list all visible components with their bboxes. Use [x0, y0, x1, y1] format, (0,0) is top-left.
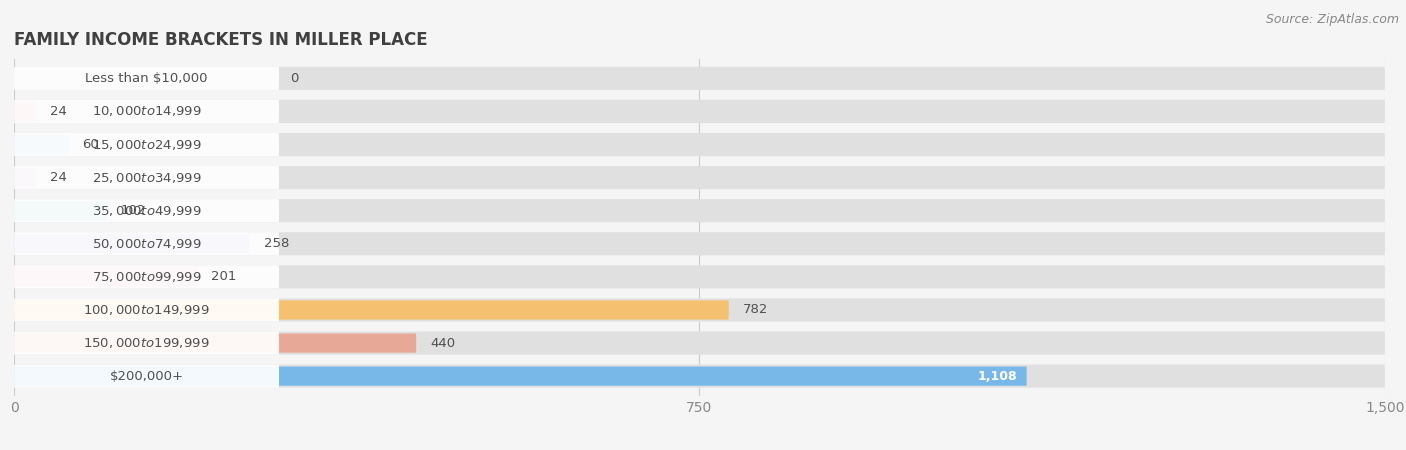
Text: 782: 782 — [742, 303, 768, 316]
FancyBboxPatch shape — [14, 166, 1385, 189]
Text: 60: 60 — [83, 138, 100, 151]
FancyBboxPatch shape — [14, 135, 69, 154]
FancyBboxPatch shape — [14, 332, 278, 355]
Text: $100,000 to $149,999: $100,000 to $149,999 — [83, 303, 209, 317]
FancyBboxPatch shape — [14, 267, 198, 287]
Text: $150,000 to $199,999: $150,000 to $199,999 — [83, 336, 209, 350]
FancyBboxPatch shape — [14, 266, 278, 288]
FancyBboxPatch shape — [14, 333, 416, 353]
Text: 258: 258 — [263, 237, 288, 250]
Text: 0: 0 — [290, 72, 298, 85]
Text: $35,000 to $49,999: $35,000 to $49,999 — [91, 204, 201, 218]
FancyBboxPatch shape — [14, 100, 278, 123]
Text: 102: 102 — [121, 204, 146, 217]
FancyBboxPatch shape — [14, 332, 1385, 355]
Text: $50,000 to $74,999: $50,000 to $74,999 — [91, 237, 201, 251]
FancyBboxPatch shape — [14, 168, 37, 187]
FancyBboxPatch shape — [14, 364, 278, 388]
Text: $200,000+: $200,000+ — [110, 369, 184, 382]
FancyBboxPatch shape — [14, 266, 1385, 288]
Text: 24: 24 — [49, 171, 66, 184]
FancyBboxPatch shape — [14, 298, 1385, 322]
Text: Source: ZipAtlas.com: Source: ZipAtlas.com — [1265, 14, 1399, 27]
FancyBboxPatch shape — [14, 133, 1385, 156]
FancyBboxPatch shape — [14, 100, 1385, 123]
FancyBboxPatch shape — [14, 232, 1385, 256]
FancyBboxPatch shape — [14, 133, 278, 156]
FancyBboxPatch shape — [14, 166, 278, 189]
Text: Less than $10,000: Less than $10,000 — [86, 72, 208, 85]
FancyBboxPatch shape — [14, 67, 278, 90]
FancyBboxPatch shape — [14, 199, 1385, 222]
Text: $25,000 to $34,999: $25,000 to $34,999 — [91, 171, 201, 184]
Text: FAMILY INCOME BRACKETS IN MILLER PLACE: FAMILY INCOME BRACKETS IN MILLER PLACE — [14, 31, 427, 49]
Text: 440: 440 — [430, 337, 456, 350]
Text: $75,000 to $99,999: $75,000 to $99,999 — [91, 270, 201, 284]
FancyBboxPatch shape — [14, 67, 1385, 90]
FancyBboxPatch shape — [14, 301, 728, 320]
FancyBboxPatch shape — [14, 201, 107, 220]
FancyBboxPatch shape — [14, 199, 278, 222]
FancyBboxPatch shape — [14, 364, 1385, 388]
FancyBboxPatch shape — [14, 234, 250, 253]
Text: 1,108: 1,108 — [979, 369, 1018, 382]
FancyBboxPatch shape — [14, 232, 278, 256]
Text: $10,000 to $14,999: $10,000 to $14,999 — [91, 104, 201, 118]
Text: 201: 201 — [211, 270, 236, 284]
FancyBboxPatch shape — [14, 367, 1026, 386]
Text: $15,000 to $24,999: $15,000 to $24,999 — [91, 138, 201, 152]
FancyBboxPatch shape — [14, 102, 37, 121]
FancyBboxPatch shape — [14, 298, 278, 322]
Text: 24: 24 — [49, 105, 66, 118]
